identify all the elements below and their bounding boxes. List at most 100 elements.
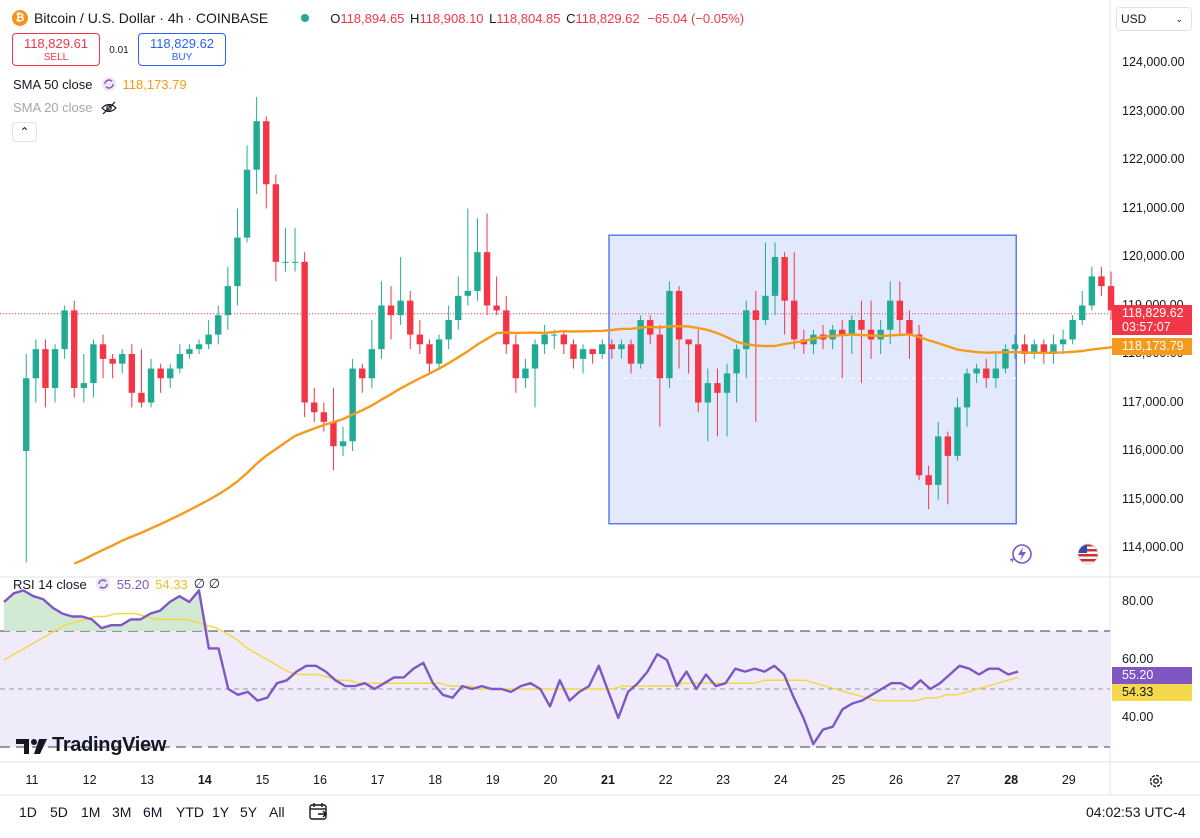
range-all-button[interactable]: All [269, 804, 285, 820]
hidden-eye-icon[interactable] [100, 101, 117, 115]
candle-body [71, 310, 78, 388]
candle-body [464, 290, 472, 296]
candle-body [896, 300, 904, 321]
candle-body [80, 383, 88, 388]
symbol-header: ₿ Bitcoin / U.S. Dollar · 4h · COINBASE … [12, 8, 744, 28]
candle-body [426, 344, 433, 364]
price-axis-tick: 120,000.00 [1122, 249, 1185, 263]
time-axis-tick: 29 [1061, 773, 1076, 787]
range-5d-button[interactable]: 5D [50, 804, 68, 820]
market-status-icon[interactable] [294, 7, 316, 29]
rsi-line [3, 589, 1019, 746]
sma50-legend[interactable]: SMA 50 close 118,173.79 [13, 76, 187, 92]
last-price-label: 118,829.62 03:57:07 [1112, 305, 1192, 335]
candle-body [282, 261, 289, 263]
time-axis-tick: 16 [313, 773, 327, 787]
loading-icon [95, 577, 110, 591]
candle-body [416, 334, 424, 345]
range-3m-button[interactable]: 3M [112, 804, 132, 820]
candle-body [272, 184, 280, 262]
candle-body [714, 383, 721, 393]
sell-price: 118,829.61 [23, 36, 89, 51]
time-axis-tick: 18 [428, 773, 443, 787]
lightning-alert-icon[interactable] [1008, 543, 1034, 565]
range-1d-button[interactable]: 1D [19, 804, 37, 820]
tradingview-logo[interactable]: TradingView [16, 734, 166, 757]
candle-body [186, 349, 193, 354]
range-6m-button[interactable]: 6M [143, 804, 163, 820]
candle-body [963, 373, 971, 408]
candle-body [531, 344, 539, 369]
candle-body [32, 349, 40, 379]
candle-body [973, 368, 980, 374]
price-axis-tick: 117,000.00 [1122, 394, 1184, 409]
settings-icon[interactable] [1148, 773, 1164, 789]
currency-select[interactable]: USD ⌄ [1116, 7, 1192, 31]
candle-body [570, 344, 577, 359]
candle-body [522, 368, 529, 379]
sell-button[interactable]: 118,829.61 SELL [12, 33, 100, 66]
price-axis-tick: 115,000.00 [1122, 491, 1184, 506]
candle-body [608, 344, 616, 350]
rsi-axis-tick: 40.00 [1122, 710, 1154, 724]
spread-value: 0.01 [109, 45, 129, 56]
candle-body [157, 368, 164, 379]
candle-body [666, 290, 673, 379]
candle-body [512, 344, 520, 379]
candle-body [339, 441, 347, 447]
price-axis-tick: 123,000.00 [1122, 103, 1185, 118]
range-1m-button[interactable]: 1M [81, 804, 101, 820]
rsi-price-label: 55.20 [1112, 667, 1192, 684]
range-1y-button[interactable]: 1Y [212, 804, 230, 820]
candle-body [1002, 349, 1009, 369]
rsi-extra: ∅ ∅ [193, 576, 221, 591]
candle-body [493, 305, 500, 311]
us-flag-icon[interactable] [1077, 543, 1099, 565]
candle-body [263, 121, 270, 185]
candle-body [627, 344, 635, 364]
loading-icon [101, 77, 116, 91]
candle-body [176, 354, 184, 369]
time-axis-tick: 22 [658, 773, 673, 787]
sma50-value: 118,173.79 [122, 76, 187, 92]
rsi-axis-tick: 80.00 [1122, 594, 1154, 608]
collapse-legend-button[interactable]: ⌃ [12, 122, 37, 142]
candle-body [320, 412, 328, 422]
price-axis-tick: 124,000.00 [1122, 55, 1185, 69]
rectangle-drawing [608, 234, 1017, 525]
candle-body [61, 310, 68, 350]
candle-body [407, 300, 414, 335]
candle-body [51, 349, 59, 388]
sell-label: SELL [43, 52, 69, 63]
utc-clock[interactable]: 04:02:53 UTC-4 [1086, 804, 1186, 820]
candle-body [752, 310, 760, 321]
range-ytd-button[interactable]: YTD [176, 804, 204, 820]
candle-body [762, 295, 769, 321]
calendar-icon[interactable] [308, 801, 330, 821]
candle-body [848, 320, 856, 335]
candle-body [541, 334, 548, 345]
candle-body [771, 257, 779, 296]
candle-body [205, 334, 212, 345]
candle-body [1050, 344, 1057, 354]
sma20-legend[interactable]: SMA 20 close [13, 100, 117, 115]
candle-body [579, 349, 587, 359]
time-axis-tick: 25 [831, 773, 846, 787]
chevron-down-icon: ⌄ [1175, 14, 1183, 24]
rsi-legend[interactable]: RSI 14 close 55.20 54.33 ∅ ∅ [13, 576, 221, 592]
candle-body [90, 344, 97, 384]
candle-body [474, 252, 481, 291]
candle-body [1098, 276, 1105, 287]
candle-body [675, 290, 683, 340]
candle-body [99, 344, 107, 359]
buy-button[interactable]: 118,829.62 BUY [138, 33, 226, 66]
candle-body [599, 344, 606, 354]
candle-body [944, 436, 952, 456]
candle-body [791, 300, 798, 340]
range-5y-button[interactable]: 5Y [240, 804, 258, 820]
candle-body [1011, 344, 1019, 350]
symbol-title[interactable]: Bitcoin / U.S. Dollar · 4h · COINBASE [34, 10, 269, 26]
time-axis-tick: 28 [1004, 773, 1019, 787]
time-axis-tick: 13 [140, 773, 155, 787]
